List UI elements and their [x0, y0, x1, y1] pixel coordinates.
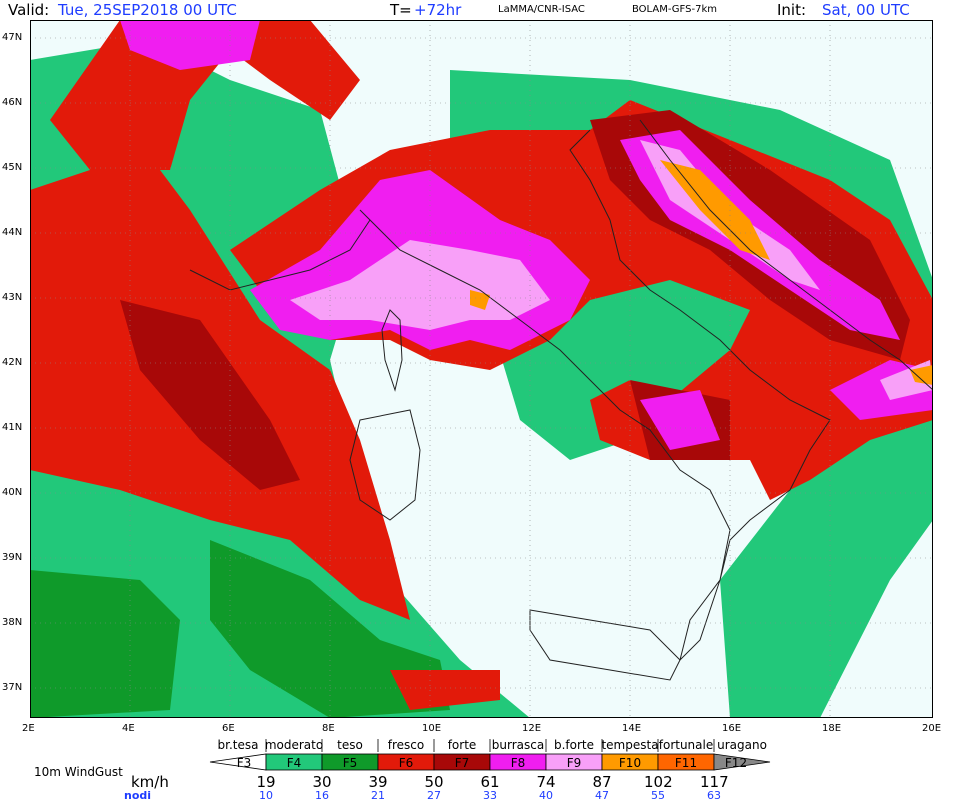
- coastlines: [189, 119, 933, 681]
- forecast-step-label: T=: [390, 1, 412, 19]
- lon-label: 2E: [22, 723, 35, 734]
- field-f6-north: [50, 20, 360, 170]
- legend-kmh-value: 50: [424, 773, 444, 791]
- legend-swatch: [713, 753, 771, 771]
- legend-class-name: fresco: [388, 738, 424, 752]
- legend-kmh-value: 74: [536, 773, 556, 791]
- header-bar: Valid: Tue, 25SEP2018 00 UTC T= +72hr La…: [0, 0, 963, 20]
- wind-gust-map: [30, 20, 933, 718]
- lat-label: 37N: [2, 682, 23, 693]
- lat-label: 41N: [2, 422, 23, 433]
- field-f10-croatia: [660, 160, 770, 260]
- legend-class-code: F7: [455, 756, 470, 770]
- legend-class-code: F8: [511, 756, 526, 770]
- valid-label: Valid:: [8, 1, 50, 19]
- forecast-step-value: +72hr: [414, 1, 462, 19]
- sardinia-coast: [349, 409, 421, 521]
- init-label: Init:: [777, 1, 807, 19]
- legend-nodi-value: 40: [539, 789, 553, 802]
- field-f5-south: [210, 540, 450, 718]
- legend-class-name: tempesta: [601, 738, 658, 752]
- legend-nodi-value: 55: [651, 789, 665, 802]
- lon-label: 20E: [922, 723, 942, 734]
- field-f8-north: [120, 20, 260, 70]
- init-value: Sat, 00 UTC: [822, 1, 910, 19]
- legend-kmh-value: 102: [644, 773, 673, 791]
- balkan-coast: [639, 119, 933, 391]
- legend-nodi-value: 63: [707, 789, 721, 802]
- lon-label: 18E: [822, 723, 842, 734]
- legend-class-code: F4: [287, 756, 302, 770]
- lon-label: 6E: [222, 723, 235, 734]
- italy-coast: [359, 129, 831, 662]
- lon-label: 10E: [422, 723, 442, 734]
- lat-label: 40N: [2, 487, 23, 498]
- lat-label: 38N: [2, 617, 23, 628]
- legend-class-name: burrasca: [492, 738, 544, 752]
- legend-kmh-value: 30: [312, 773, 332, 791]
- legend-nodi-value: 21: [371, 789, 385, 802]
- lon-label: 8E: [322, 723, 335, 734]
- legend-kmh-value: 39: [368, 773, 388, 791]
- valid-value: Tue, 25SEP2018 00 UTC: [58, 1, 237, 19]
- legend-class-code: F6: [399, 756, 414, 770]
- legend-class-name: b.forte: [554, 738, 594, 752]
- field-f10-central: [470, 290, 490, 310]
- org-label: LaMMA/CNR-ISAC: [498, 4, 585, 15]
- legend-kmh-value: 117: [700, 773, 729, 791]
- legend-class-name: forte: [448, 738, 477, 752]
- legend-class-code: F11: [675, 756, 697, 770]
- unit-kmh-label: km/h: [131, 773, 169, 791]
- legend-kmh-value: 87: [592, 773, 612, 791]
- france-coast: [189, 219, 371, 291]
- wind-fields: [30, 20, 933, 718]
- lat-lon-grid: [30, 20, 933, 718]
- legend-class-name: uragano: [717, 738, 767, 752]
- corsica-coast: [381, 309, 403, 392]
- lat-label: 39N: [2, 552, 23, 563]
- lat-label: 47N: [2, 32, 23, 43]
- legend-nodi-value: 10: [259, 789, 273, 802]
- legend-class-code: F9: [567, 756, 582, 770]
- model-label: BOLAM-GFS-7km: [632, 4, 717, 15]
- field-f10-balkan: [910, 365, 933, 385]
- field-f5-southwest: [30, 570, 180, 718]
- legend-class-code: F5: [343, 756, 358, 770]
- legend-color-bar: br.tesa F3 moderato F4 teso F5 fresco F6 forte F7…: [209, 738, 771, 771]
- lat-label: 43N: [2, 292, 23, 303]
- field-f7-west: [120, 300, 300, 490]
- legend-kmh-value: 19: [256, 773, 276, 791]
- field-f8-south: [640, 390, 720, 450]
- lon-label: 4E: [122, 723, 135, 734]
- legend-nodi-value: 33: [483, 789, 497, 802]
- lon-label: 12E: [522, 723, 542, 734]
- legend-nodi-value: 47: [595, 789, 609, 802]
- lon-label: 14E: [622, 723, 642, 734]
- legend-class-code: F3: [237, 756, 252, 770]
- legend-class-name: br.tesa: [218, 738, 259, 752]
- legend-class-code: F12: [725, 756, 747, 770]
- legend-class-name: fortunale: [659, 738, 714, 752]
- legend-class-code: F10: [619, 756, 641, 770]
- unit-nodi-label: nodi: [124, 789, 152, 802]
- legend-nodi-value: 27: [427, 789, 441, 802]
- lat-label: 44N: [2, 227, 23, 238]
- legend-class-name: teso: [337, 738, 363, 752]
- sicily-coast: [529, 609, 681, 681]
- legend-class-name: moderato: [265, 738, 323, 752]
- legend-kmh-value: 61: [480, 773, 500, 791]
- legend-title: 10m WindGust: [34, 765, 123, 779]
- lon-label: 16E: [722, 723, 742, 734]
- map-frame: [30, 20, 933, 718]
- legend-nodi-value: 16: [315, 789, 329, 802]
- lat-label: 45N: [2, 162, 23, 173]
- lat-label: 42N: [2, 357, 23, 368]
- lat-label: 46N: [2, 97, 23, 108]
- field-f6-sicily: [390, 670, 500, 710]
